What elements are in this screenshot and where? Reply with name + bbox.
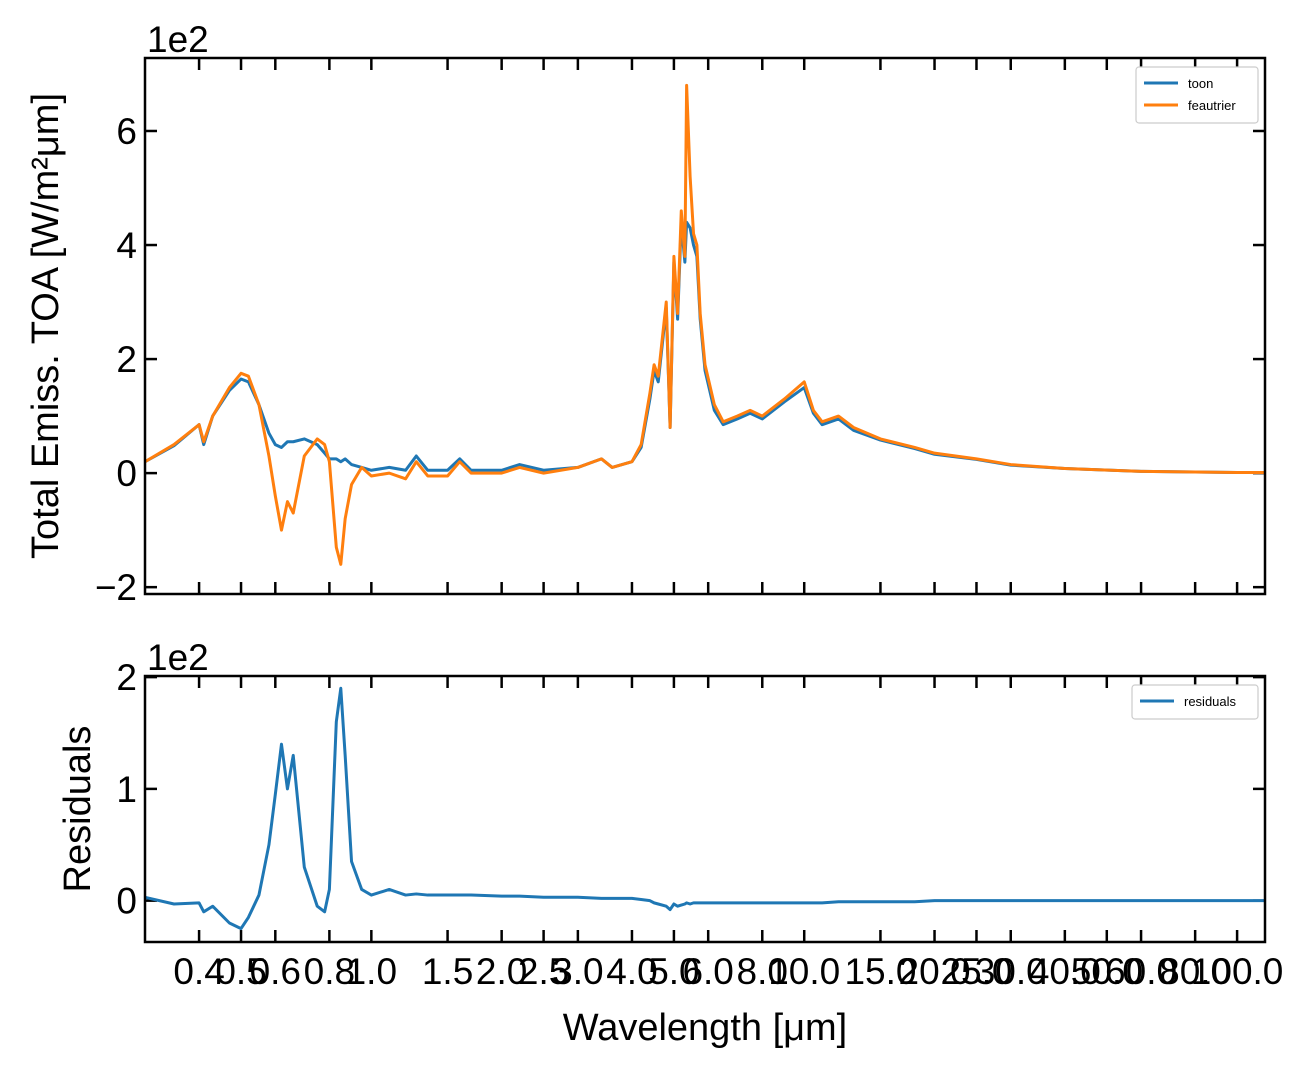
- x-tick-label: 8.0: [737, 951, 788, 992]
- x-tick-label: 2.0: [476, 951, 527, 992]
- y-tick-label: 4: [116, 225, 137, 266]
- axes-frame: [143, 674, 1267, 944]
- x-tick-label: 1.0: [346, 951, 397, 992]
- x-tick-label: 6.0: [682, 951, 733, 992]
- x-tick-label: 20.0: [899, 951, 971, 992]
- legend-label: residuals: [1184, 694, 1237, 709]
- legend-label: feautrier: [1188, 98, 1236, 113]
- offset-label: 1e2: [147, 19, 209, 60]
- x-tick-label: 10.0: [768, 951, 840, 992]
- axes-frame: [143, 56, 1267, 596]
- x-tick-label: 4.0: [606, 951, 657, 992]
- offset-label: 1e2: [147, 637, 209, 678]
- x-tick-label: 40.0: [1029, 951, 1101, 992]
- x-tick-label: 0.6: [250, 951, 301, 992]
- series-line: [145, 686, 1265, 931]
- y-tick-label: −2: [95, 567, 137, 608]
- x-tick-label: 30.0: [975, 951, 1047, 992]
- x-tick-label: 60.0: [1105, 951, 1177, 992]
- x-tick-label: 3.0: [552, 951, 603, 992]
- y-tick-label: 6: [116, 111, 137, 152]
- x-tick-label: 0.4: [173, 951, 224, 992]
- y-tick-label: 0: [116, 453, 137, 494]
- axes: 0.40.50.6 0.81.0 1.5 2.02.53.0 4.05.06.0 8.01…: [57, 637, 1283, 1049]
- legend-label: toon: [1188, 76, 1213, 91]
- x-tick-label: 50.0: [1071, 951, 1143, 992]
- x-tick-label: 0.5: [215, 951, 266, 992]
- y-tick-label: 2: [116, 657, 137, 698]
- x-tick-label: 100.0: [1191, 951, 1284, 992]
- x-tick-label: 5.0: [648, 951, 699, 992]
- x-tick-label: 1.5: [422, 951, 473, 992]
- y-axis-label: Residuals: [57, 726, 99, 893]
- series-line: [145, 220, 1265, 475]
- axes: −2 0 2 4 6 1e2 Total Emiss. TOA [W/m²μm] toon fe…: [25, 19, 1267, 608]
- x-axis-label: Wavelength [μm]: [563, 1007, 847, 1049]
- x-tick-label: 0.8: [304, 951, 355, 992]
- legend-box: [1135, 66, 1259, 124]
- legend-box: [1131, 684, 1259, 720]
- x-tick-label: 25.0: [940, 951, 1012, 992]
- x-tick-label: 15.0: [844, 951, 916, 992]
- y-tick-label: 0: [116, 881, 137, 922]
- y-axis-label: Total Emiss. TOA [W/m²μm]: [25, 93, 67, 559]
- series-line: [145, 83, 1265, 566]
- y-tick-label: 2: [116, 339, 137, 380]
- x-tick-label: 80.0: [1159, 951, 1231, 992]
- y-tick-label: 1: [116, 769, 137, 810]
- x-tick-label: 2.5: [518, 951, 569, 992]
